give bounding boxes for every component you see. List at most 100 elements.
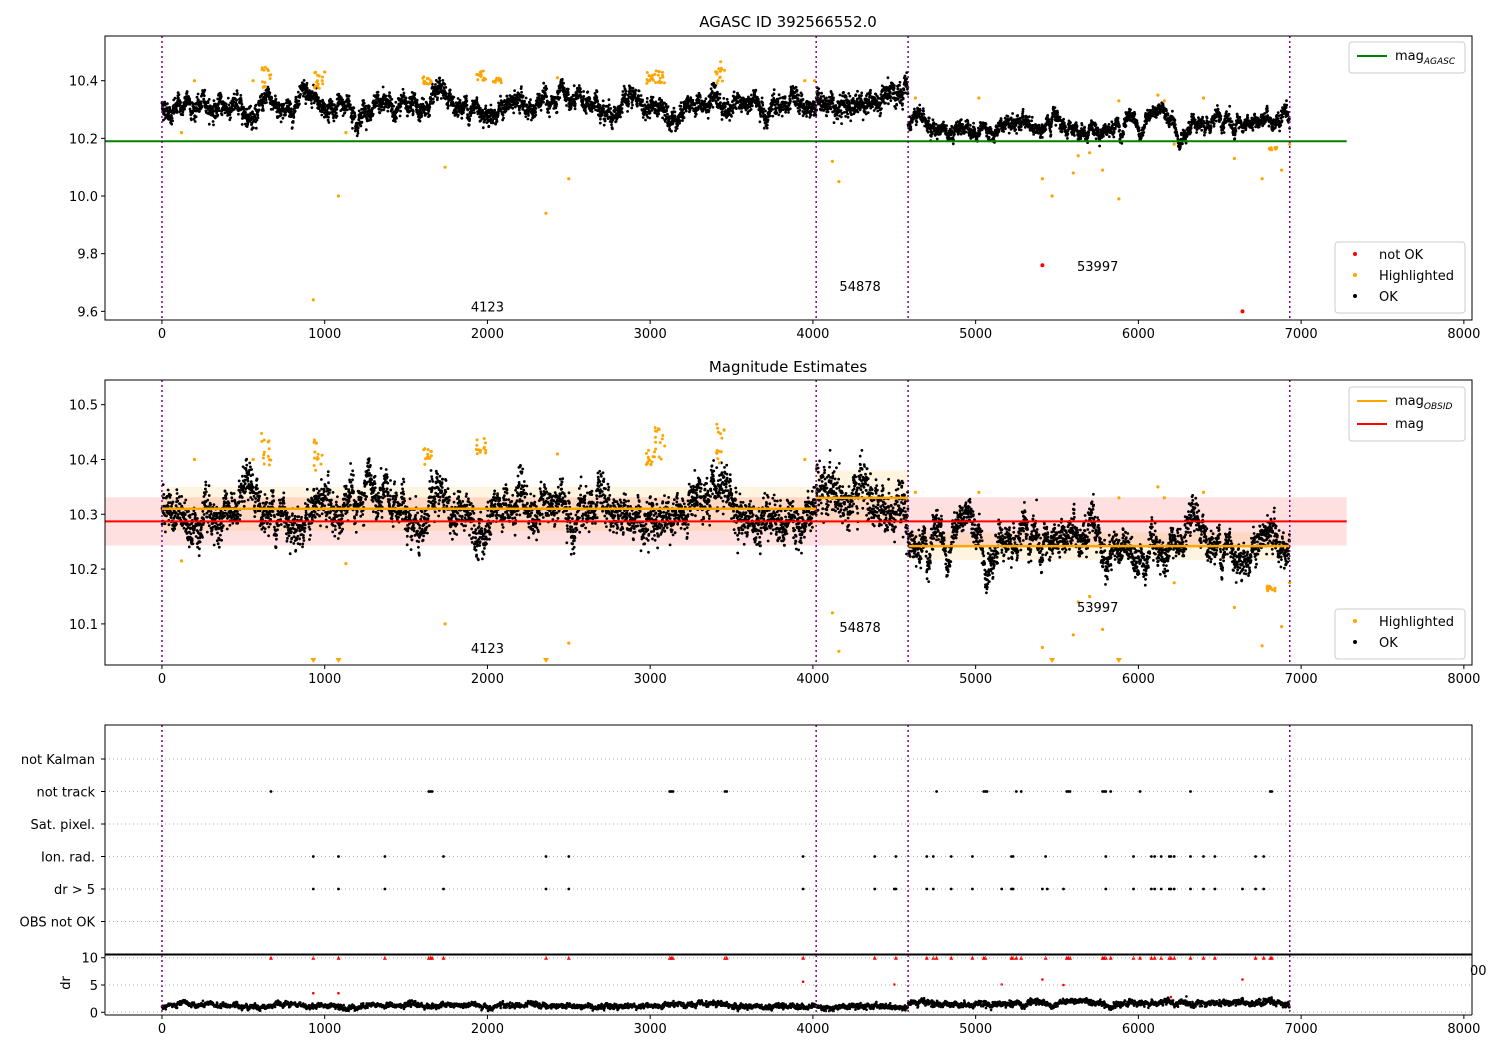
ok-point [759, 115, 763, 118]
ok-point [631, 103, 634, 107]
ok-point [999, 118, 1003, 122]
ok-point [630, 101, 634, 104]
ok-point [282, 102, 286, 106]
ok-point [219, 95, 223, 98]
ok-point [216, 113, 220, 117]
ok-point [698, 95, 702, 99]
ok-point [856, 89, 859, 93]
ok-point [484, 104, 488, 108]
ok-point [848, 94, 852, 98]
ok-point [364, 128, 368, 132]
ok-point [918, 109, 922, 112]
ok-point [184, 104, 188, 108]
ok-point [777, 93, 781, 97]
ok-point [395, 116, 398, 120]
ok-point [170, 116, 174, 120]
ok-point [728, 119, 732, 122]
ok-point [302, 79, 306, 82]
ok-point [972, 121, 975, 125]
ok-point [289, 102, 293, 106]
ok-point [347, 94, 351, 98]
ok-point [610, 123, 613, 127]
ok-point [211, 107, 215, 111]
ok-point [579, 87, 582, 91]
ok-point [438, 79, 442, 83]
ok-point [720, 110, 724, 113]
ok-point [321, 98, 325, 102]
ok-point [432, 100, 435, 104]
ok-point [1054, 123, 1058, 127]
ok-point [651, 95, 655, 99]
ok-point [211, 120, 215, 123]
ok-point [579, 95, 583, 99]
ok-point [443, 82, 447, 86]
ok-point [601, 99, 605, 103]
ok-point [927, 116, 931, 120]
ok-point [730, 114, 733, 118]
ok-point [889, 99, 893, 102]
ok-point [711, 105, 715, 109]
ok-point [922, 109, 925, 113]
ok-point [218, 109, 222, 112]
ok-point [202, 94, 206, 98]
ok-point [212, 123, 215, 127]
ok-point [309, 99, 313, 102]
ok-point [703, 99, 707, 103]
ok-point [465, 94, 468, 98]
ok-point [820, 91, 823, 95]
ok-point [686, 95, 690, 98]
ok-point [184, 95, 188, 98]
ok-point [1049, 130, 1053, 134]
ok-point [573, 107, 577, 111]
ok-point [175, 111, 179, 114]
ok-point [413, 92, 417, 96]
ok-point [513, 89, 516, 92]
ok-point [191, 111, 195, 115]
ok-point [842, 111, 846, 114]
ok-point [388, 95, 392, 99]
ok-point [678, 121, 681, 125]
ok-point [634, 88, 638, 92]
ok-point [411, 112, 415, 116]
ok-point [560, 77, 564, 81]
ok-point [281, 116, 285, 120]
ok-point [534, 113, 538, 117]
ok-point [846, 112, 849, 116]
ok-point [304, 102, 308, 105]
ok-point [664, 103, 668, 106]
ok-point [959, 118, 963, 121]
ok-point [898, 80, 902, 84]
ok-point [431, 97, 435, 101]
ok-point [772, 92, 776, 96]
ok-point [884, 101, 887, 105]
ok-point [523, 99, 526, 103]
ok-point [447, 104, 450, 108]
ok-point [194, 115, 198, 119]
ok-point [524, 96, 528, 100]
ok-point [871, 105, 874, 109]
ok-point [473, 111, 476, 114]
ok-point [735, 107, 738, 110]
ok-point [565, 104, 568, 107]
ok-point [534, 107, 538, 110]
ok-point [161, 103, 165, 107]
ok-point [183, 107, 187, 111]
ok-point [582, 95, 586, 98]
ok-point [438, 76, 442, 80]
ok-point [562, 81, 565, 85]
ok-point [840, 122, 843, 125]
ok-point [512, 111, 516, 115]
ok-point [768, 114, 772, 118]
ok-point [783, 95, 787, 99]
ok-point [420, 114, 424, 117]
ok-point [896, 87, 900, 91]
ok-point [376, 93, 380, 97]
ok-point [235, 89, 239, 93]
ok-point [505, 94, 509, 98]
ok-point [889, 95, 892, 98]
ok-point [527, 114, 530, 117]
ok-point [666, 105, 670, 108]
ok-point [196, 107, 199, 111]
ok-point [1019, 128, 1023, 132]
ok-point [682, 116, 686, 120]
